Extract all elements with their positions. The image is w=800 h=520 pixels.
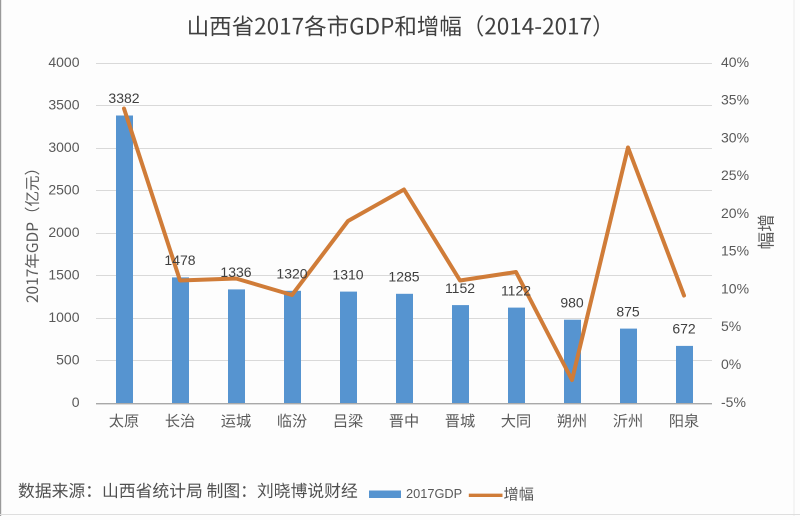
svg-text:2000: 2000: [48, 224, 79, 240]
svg-text:30%: 30%: [721, 129, 749, 145]
svg-text:-5%: -5%: [721, 394, 746, 410]
svg-text:3500: 3500: [48, 96, 79, 112]
svg-text:500: 500: [56, 351, 80, 367]
svg-text:35%: 35%: [721, 92, 749, 108]
svg-text:3382: 3382: [108, 90, 139, 106]
svg-text:4000: 4000: [48, 54, 79, 70]
svg-text:20%: 20%: [721, 205, 749, 221]
svg-text:0%: 0%: [721, 356, 741, 372]
svg-text:672: 672: [672, 321, 696, 337]
svg-text:1000: 1000: [48, 309, 79, 325]
svg-text:2017GDP: 2017GDP: [406, 486, 462, 501]
svg-text:25%: 25%: [721, 167, 749, 183]
svg-text:1310: 1310: [332, 266, 363, 282]
svg-text:1152: 1152: [445, 280, 475, 296]
svg-text:2500: 2500: [48, 181, 79, 197]
svg-text:1320: 1320: [276, 266, 307, 282]
svg-text:10%: 10%: [721, 281, 749, 297]
svg-text:1336: 1336: [220, 264, 251, 280]
svg-text:40%: 40%: [721, 54, 749, 70]
svg-text:0: 0: [72, 394, 80, 410]
svg-text:1285: 1285: [388, 269, 419, 285]
svg-text:980: 980: [560, 294, 584, 310]
svg-text:1500: 1500: [48, 266, 79, 282]
svg-text:875: 875: [616, 303, 640, 319]
svg-text:3000: 3000: [48, 139, 79, 155]
svg-text:15%: 15%: [721, 243, 749, 259]
svg-text:1122: 1122: [501, 282, 531, 298]
svg-text:5%: 5%: [721, 318, 741, 334]
svg-text:1478: 1478: [164, 252, 195, 268]
